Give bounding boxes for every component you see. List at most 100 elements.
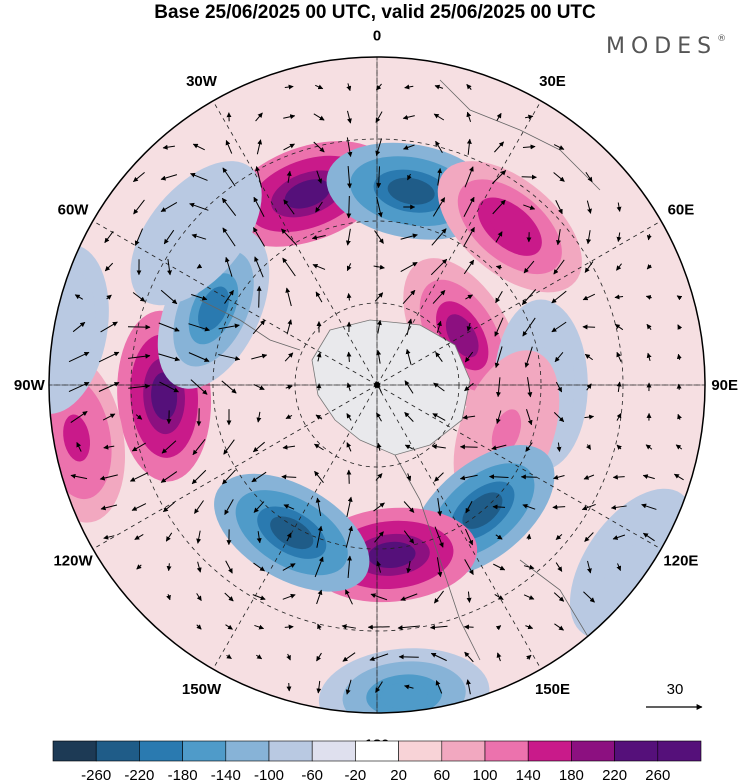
- colorbar-swatch: [95, 740, 140, 762]
- wind-vector: [284, 624, 294, 630]
- meridian-line: [376, 384, 676, 558]
- wind-vector: [554, 623, 564, 631]
- wind-vector: [100, 504, 118, 511]
- wind-vector: [434, 526, 444, 548]
- wind-vector: [432, 413, 446, 421]
- wind-vector: [98, 382, 120, 392]
- wind-vector: [345, 679, 352, 695]
- wind-vector: [464, 166, 474, 188]
- vector-reference-label: 30: [667, 681, 684, 698]
- colorbar-tick-label: -140: [211, 767, 241, 783]
- wind-vector: [525, 114, 534, 120]
- wind-vector: [313, 141, 325, 153]
- wind-vector: [522, 503, 536, 510]
- wind-vector: [127, 324, 151, 330]
- wind-vector: [252, 227, 266, 247]
- wind-vector: [256, 654, 263, 660]
- wind-vector: [314, 443, 324, 451]
- colorbar-swatch: [614, 740, 659, 762]
- wind-vector: [584, 261, 594, 273]
- anomaly-blob: [177, 213, 215, 254]
- wind-vector: [283, 199, 295, 215]
- wind-vector: [251, 471, 267, 483]
- wind-vector: [376, 83, 382, 91]
- wind-vector: [677, 324, 683, 330]
- meridian-line: [78, 384, 378, 558]
- wind-vector: [253, 384, 265, 390]
- wind-vector: [192, 439, 206, 456]
- wind-vector: [436, 320, 442, 333]
- wind-vector: [616, 563, 622, 572]
- wind-vector: [552, 504, 566, 510]
- wind-vector: [465, 528, 473, 546]
- wind-vector: [583, 474, 595, 480]
- wind-vector: [346, 351, 352, 362]
- wind-vector: [221, 197, 237, 217]
- wind-vector: [406, 560, 412, 574]
- wind-vector: [406, 473, 412, 482]
- wind-vector: [676, 353, 682, 360]
- longitude-label: 120E: [663, 552, 698, 569]
- wind-vector: [224, 592, 234, 602]
- wind-vector: [255, 112, 263, 122]
- wind-vector: [614, 323, 624, 331]
- wind-vector: [286, 319, 293, 335]
- wind-vector: [521, 289, 537, 306]
- colorbar-swatch: [355, 740, 399, 762]
- wind-vector: [404, 444, 413, 450]
- colorbar-tick-label: 180: [559, 767, 584, 783]
- longitude-label: 90W: [14, 377, 46, 394]
- wind-vector: [400, 593, 418, 601]
- wind-vector: [191, 294, 208, 301]
- wind-vector: [376, 560, 382, 573]
- wind-vector: [286, 653, 291, 661]
- wind-vector: [188, 323, 210, 332]
- wind-vector: [494, 141, 504, 153]
- wind-vector: [285, 287, 292, 307]
- anomaly-blob: [63, 414, 91, 462]
- wind-vector: [404, 684, 414, 690]
- colorbar-tick-label: 140: [516, 767, 541, 783]
- wind-vector: [614, 294, 624, 300]
- wind-vector: [553, 411, 565, 423]
- wind-vector: [465, 294, 474, 300]
- wind-vector: [133, 199, 145, 215]
- wind-vector: [463, 259, 475, 275]
- wind-vector: [225, 139, 233, 154]
- wind-vector: [494, 317, 504, 337]
- wind-vector: [221, 380, 237, 394]
- longitude-label: 60E: [668, 202, 695, 219]
- wind-vector: [311, 235, 326, 240]
- wind-vector: [347, 110, 352, 124]
- wind-vector: [223, 439, 235, 455]
- wind-vector: [464, 351, 474, 363]
- wind-vector: [403, 530, 415, 544]
- wind-vector: [527, 377, 533, 398]
- wind-vector: [128, 383, 151, 389]
- wind-vector: [376, 196, 383, 218]
- wind-vector: [404, 84, 414, 90]
- wind-vector: [526, 409, 533, 426]
- wind-vector: [346, 195, 352, 219]
- wind-vector: [376, 412, 382, 422]
- wind-vector: [346, 413, 352, 421]
- wind-vector: [523, 204, 536, 210]
- wind-vector: [131, 442, 146, 452]
- wind-vector: [345, 228, 351, 246]
- wind-vector: [464, 382, 474, 392]
- colorbar-swatch: [657, 740, 702, 762]
- wind-vector: [406, 318, 413, 336]
- continent-outlines: [199, 79, 601, 691]
- wind-vector: [496, 652, 502, 662]
- wind-vector: [251, 353, 268, 360]
- wind-vector: [556, 229, 561, 246]
- longitude-label: 60W: [58, 202, 90, 219]
- wind-vector: [462, 414, 476, 420]
- wind-vector: [196, 561, 202, 573]
- wind-vector: [584, 353, 593, 361]
- wind-vector: [555, 534, 563, 540]
- wind-vector: [347, 555, 353, 579]
- wind-vector: [526, 654, 532, 660]
- map-border: [48, 56, 706, 714]
